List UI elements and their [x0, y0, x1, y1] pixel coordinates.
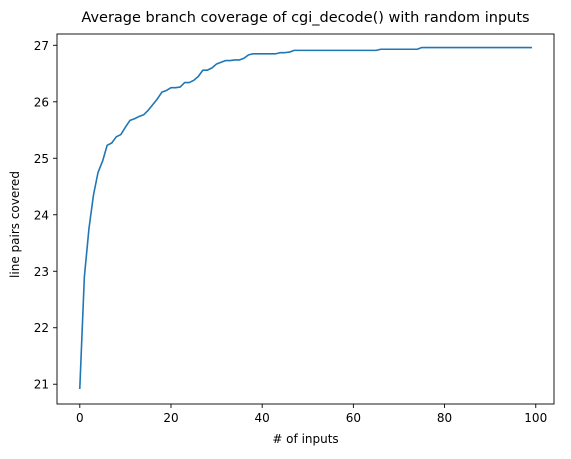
chart-title: Average branch coverage of cgi_decode() … [81, 10, 529, 26]
axes: 0 20 40 60 80 100 21 22 23 24 25 26 27 [34, 33, 555, 425]
y-tick-label: 21 [34, 378, 49, 392]
axes-frame [56, 33, 555, 405]
x-tick-label: 40 [255, 411, 270, 425]
y-tick-label: 27 [34, 39, 49, 53]
x-tick-label: 60 [346, 411, 361, 425]
plot-area [78, 46, 533, 390]
x-tick-label: 100 [524, 411, 547, 425]
y-tick-label: 26 [34, 95, 49, 109]
y-tick-label: 25 [34, 152, 49, 166]
x-tick-label: 0 [76, 411, 84, 425]
y-axis-label: line pairs covered [8, 171, 22, 278]
x-axis-label: # of inputs [272, 432, 338, 446]
x-tick-label: 80 [437, 411, 452, 425]
y-tick-label: 24 [34, 208, 49, 222]
y-tick-label: 23 [34, 265, 49, 279]
series-line-0 [78, 46, 533, 390]
y-tick-label: 22 [34, 321, 49, 335]
x-tick-label: 20 [163, 411, 178, 425]
